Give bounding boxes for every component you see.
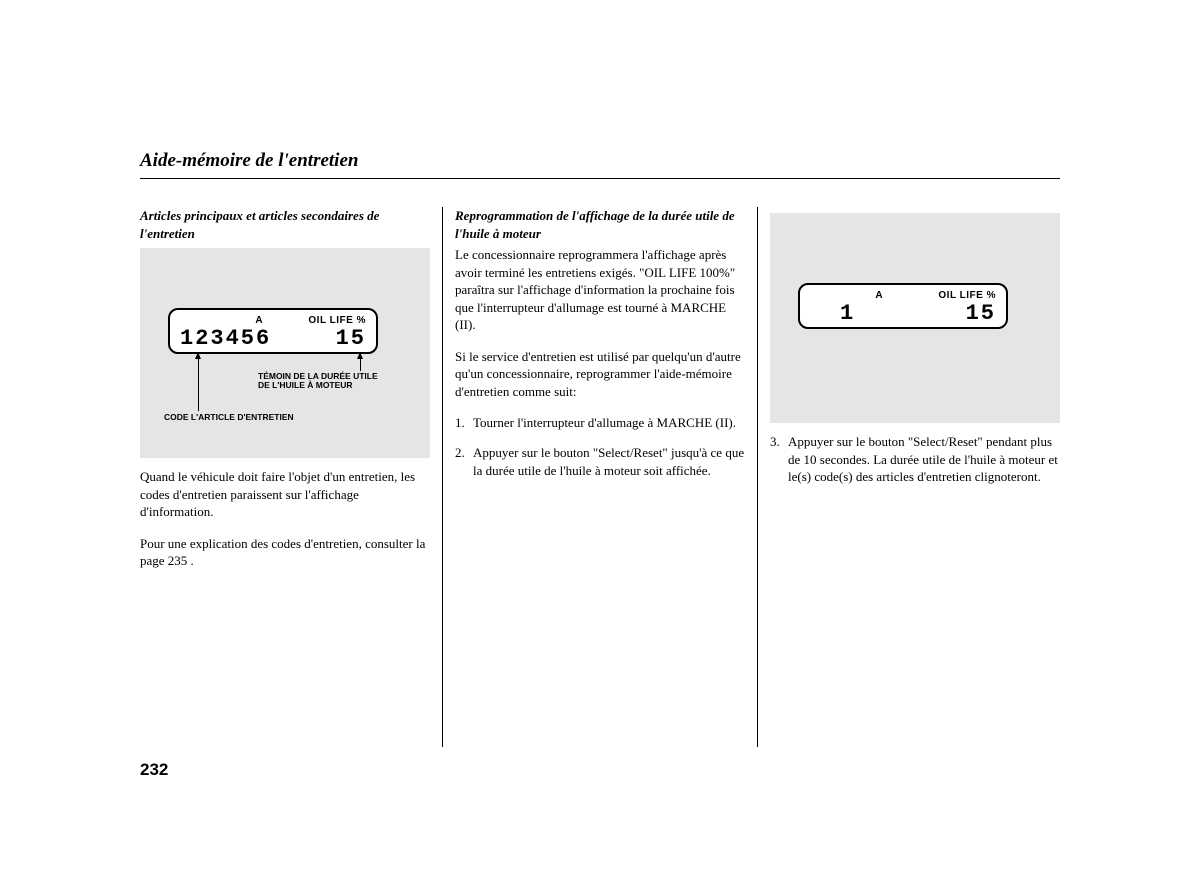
lcd1-bottom-row: 123456 15: [180, 328, 366, 350]
column-2: Reprogrammation de l'affichage de la dur…: [442, 207, 758, 747]
col2-para1: Le concessionnaire reprogrammera l'affic…: [455, 246, 745, 334]
list-item: 1. Tourner l'interrupteur d'allumage à M…: [455, 414, 745, 432]
list-item: 2. Appuyer sur le bouton "Select/Reset" …: [455, 444, 745, 479]
step-text: Appuyer sur le bouton "Select/Reset" jus…: [473, 444, 745, 479]
step-text: Appuyer sur le bouton "Select/Reset" pen…: [788, 433, 1060, 486]
step-text: Tourner l'interrupteur d'allumage à MARC…: [473, 414, 745, 432]
col3-steps: 3. Appuyer sur le bouton "Select/Reset" …: [770, 433, 1060, 486]
lcd1-oil-value: 15: [336, 328, 366, 350]
col1-heading: Articles principaux et articles secondai…: [140, 207, 430, 242]
lcd1-code-value: 123456: [180, 328, 271, 350]
callout-oil-life: TÉMOIN DE LA DURÉE UTILE DE L'HUILE À MO…: [258, 372, 388, 391]
lcd2-oil-value: 15: [966, 303, 996, 325]
lcd-display-1: A OIL LIFE % 123456 15: [168, 308, 378, 354]
title-rule: [140, 178, 1060, 179]
page-number: 232: [140, 760, 168, 780]
page-title: Aide-mémoire de l'entretien: [140, 150, 1060, 172]
col1-para2: Pour une explication des codes d'entreti…: [140, 535, 430, 570]
col2-para2: Si le service d'entretien est utilisé pa…: [455, 348, 745, 401]
col2-steps: 1. Tourner l'interrupteur d'allumage à M…: [455, 414, 745, 479]
col1-para1: Quand le véhicule doit faire l'objet d'u…: [140, 468, 430, 521]
step-number: 1.: [455, 414, 473, 432]
lcd-display-2: A OIL LIFE % 1 15: [798, 283, 1008, 329]
col1-figure: A OIL LIFE % 123456 15 TÉMOIN DE LA DURÉ…: [140, 248, 430, 458]
callout-code: CODE L'ARTICLE D'ENTRETIEN: [164, 413, 334, 422]
page-content: Aide-mémoire de l'entretien Articles pri…: [140, 150, 1060, 747]
arrow-code-icon: [198, 353, 199, 411]
list-item: 3. Appuyer sur le bouton "Select/Reset" …: [770, 433, 1060, 486]
lcd2-label-a: A: [810, 289, 938, 303]
col2-heading: Reprogrammation de l'affichage de la dur…: [455, 207, 745, 242]
col3-figure: A OIL LIFE % 1 15: [770, 213, 1060, 423]
columns: Articles principaux et articles secondai…: [140, 207, 1060, 747]
step-number: 2.: [455, 444, 473, 479]
step-number: 3.: [770, 433, 788, 486]
lcd2-bottom-row: 1 15: [810, 303, 996, 325]
arrow-oil-icon: [360, 353, 361, 371]
column-1: Articles principaux et articles secondai…: [140, 207, 442, 747]
column-3: A OIL LIFE % 1 15 3. Appuyer sur le bout…: [758, 207, 1060, 747]
lcd2-code-value: 1: [840, 303, 855, 325]
